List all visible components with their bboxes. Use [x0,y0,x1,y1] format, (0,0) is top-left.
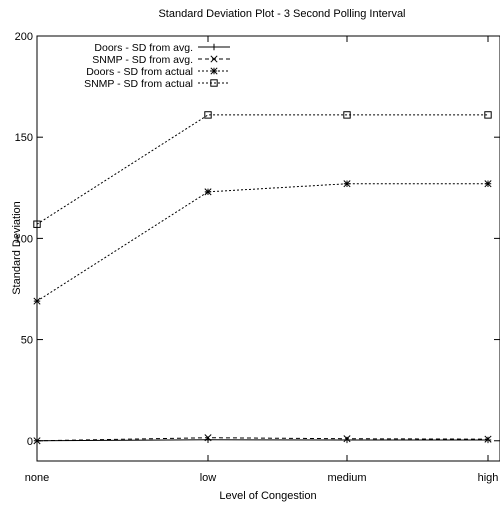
data-point [343,111,351,119]
x-axis-label: Level of Congestion [219,490,316,502]
data-point [204,434,212,442]
plot-area-frame [36,35,500,462]
legend-label: SNMP - SD from avg. [92,54,193,66]
series-line [36,437,489,442]
data-point [343,180,351,188]
data-point [210,55,218,63]
series-line [36,114,488,225]
data-point [343,436,351,444]
data-point [33,297,41,305]
data-point [210,79,218,87]
data-point [484,435,492,443]
series-2 [33,434,492,445]
chart-title: Standard Deviation Plot - 3 Second Polli… [158,8,405,20]
legend: Doors - SD from avg.SNMP - SD from avg.D… [84,42,230,90]
x-tick-label: low [200,472,217,484]
legend-label: Doors - SD from avg. [94,42,193,54]
data-point [33,437,41,445]
legend-item: SNMP - SD from avg. [92,54,230,66]
y-axis-label: Standard Deviation [11,201,23,295]
data-point [484,111,492,119]
data-point [484,180,492,188]
series-4 [33,111,492,228]
y-tick-label: 150 [15,132,33,144]
x-tick-label: high [478,472,499,484]
data-point [33,220,41,228]
legend-item: Doors - SD from avg. [94,42,230,54]
data-point [204,111,212,119]
y-tick-label: 200 [15,31,33,43]
data-point [484,436,492,444]
y-tick-label: 100 [15,233,33,245]
y-tick-label: 50 [21,335,33,347]
data-point [210,43,218,51]
data-point [210,67,218,75]
series-layer [33,111,492,445]
x-tick-label: medium [327,472,366,484]
x-axis: none low medium high [25,36,499,484]
legend-label: Doors - SD from actual [86,66,193,78]
legend-item: SNMP - SD from actual [84,78,230,90]
data-point [343,435,351,443]
series-line [36,439,488,442]
y-axis: 0 50 100 150 200 [15,31,500,448]
series-line [36,183,488,302]
legend-item: Doors - SD from actual [86,66,230,78]
legend-label: SNMP - SD from actual [84,78,193,90]
series-3 [33,180,492,305]
x-tick-label: none [25,472,49,484]
data-point [204,188,212,196]
y-tick-label: 0 [27,436,33,448]
